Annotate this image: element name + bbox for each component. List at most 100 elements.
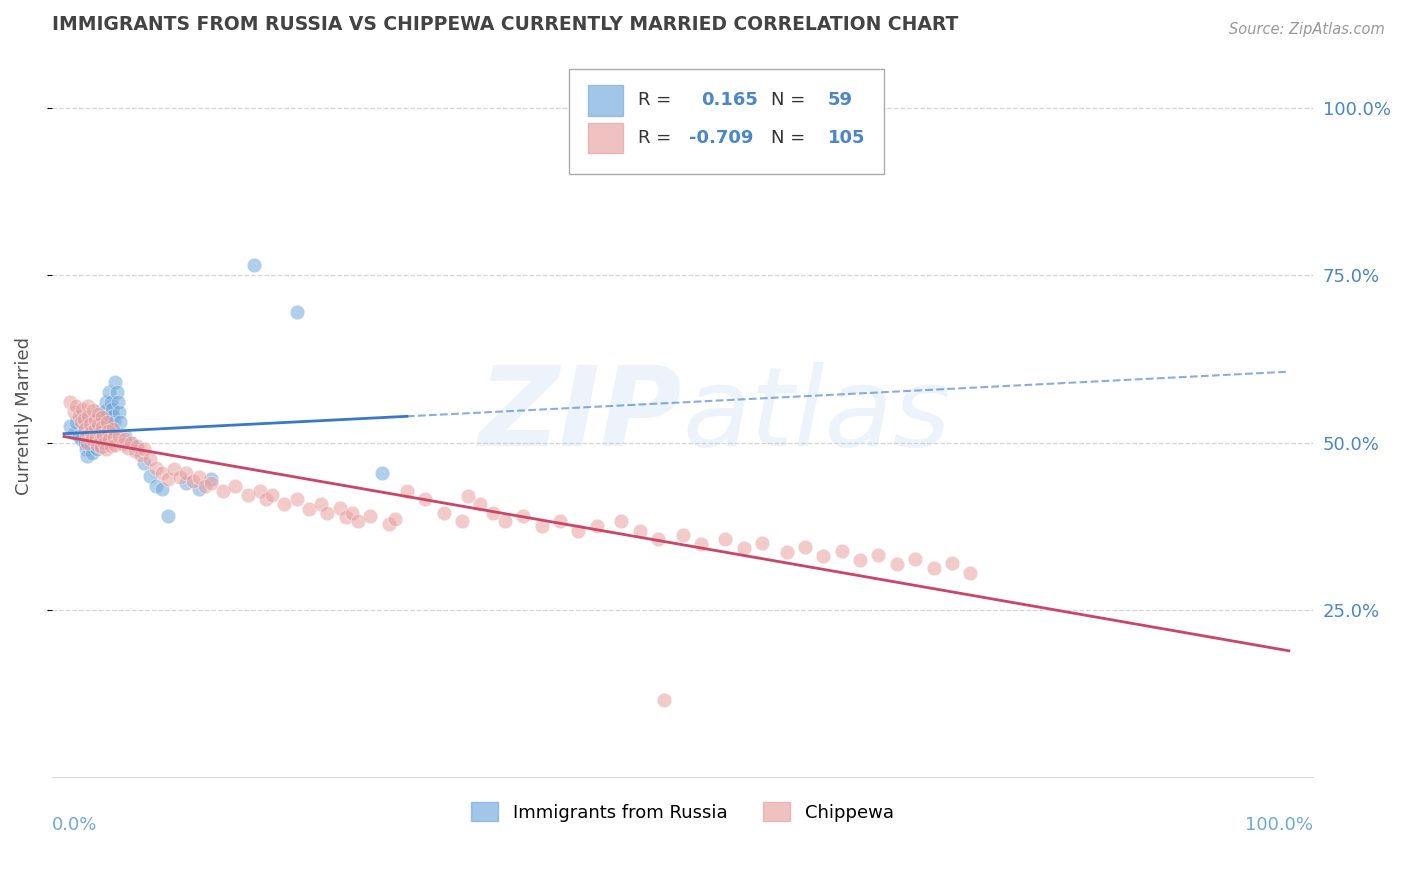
- Point: [249, 483, 271, 498]
- Point: [65, 399, 87, 413]
- Point: [70, 432, 93, 446]
- Point: [83, 422, 105, 436]
- Point: [94, 403, 117, 417]
- Point: [90, 439, 112, 453]
- Point: [794, 540, 817, 554]
- Point: [73, 435, 96, 450]
- Point: [114, 429, 136, 443]
- Point: [84, 435, 107, 450]
- Point: [100, 395, 122, 409]
- Point: [733, 541, 755, 555]
- Text: N =: N =: [770, 92, 806, 110]
- Point: [132, 456, 155, 470]
- Point: [84, 430, 107, 444]
- Point: [647, 533, 669, 547]
- Point: [200, 475, 222, 490]
- Point: [359, 509, 381, 524]
- Point: [451, 515, 474, 529]
- Point: [187, 470, 209, 484]
- Point: [689, 537, 711, 551]
- Point: [83, 413, 105, 427]
- Point: [157, 509, 180, 524]
- Point: [127, 439, 149, 453]
- Point: [254, 492, 277, 507]
- Point: [395, 483, 418, 498]
- Point: [285, 492, 308, 507]
- Point: [59, 418, 82, 433]
- Point: [285, 305, 308, 319]
- Point: [79, 432, 101, 446]
- Point: [90, 432, 112, 446]
- Point: [335, 510, 357, 524]
- FancyBboxPatch shape: [569, 70, 884, 174]
- Point: [59, 395, 82, 409]
- Point: [457, 489, 479, 503]
- Point: [76, 449, 98, 463]
- Point: [91, 409, 114, 423]
- Point: [72, 422, 94, 436]
- Point: [384, 512, 406, 526]
- Point: [94, 395, 117, 409]
- Point: [298, 502, 321, 516]
- Legend: Immigrants from Russia, Chippewa: Immigrants from Russia, Chippewa: [464, 795, 901, 829]
- Point: [72, 409, 94, 423]
- Point: [103, 416, 125, 430]
- Point: [150, 483, 173, 497]
- Point: [83, 422, 105, 436]
- Point: [163, 462, 186, 476]
- Point: [145, 479, 167, 493]
- Point: [243, 259, 266, 273]
- Point: [413, 492, 436, 507]
- Point: [831, 543, 853, 558]
- Text: 0.165: 0.165: [702, 92, 758, 110]
- Point: [567, 524, 589, 538]
- Point: [145, 461, 167, 475]
- Point: [87, 408, 110, 422]
- Point: [93, 435, 115, 450]
- Point: [96, 416, 118, 430]
- Point: [86, 442, 108, 457]
- Point: [194, 479, 217, 493]
- Point: [91, 427, 114, 442]
- Point: [67, 409, 90, 423]
- Point: [100, 402, 122, 417]
- Point: [181, 475, 204, 489]
- Point: [94, 442, 117, 457]
- Point: [76, 435, 98, 450]
- Point: [347, 515, 370, 529]
- Point: [150, 466, 173, 480]
- Point: [127, 442, 149, 457]
- Point: [98, 385, 121, 400]
- Point: [120, 435, 142, 450]
- Point: [775, 545, 797, 559]
- Point: [82, 416, 104, 430]
- Point: [652, 693, 675, 707]
- Point: [117, 441, 139, 455]
- Point: [87, 405, 110, 419]
- Point: [120, 435, 142, 450]
- Point: [329, 501, 352, 516]
- Point: [224, 479, 246, 493]
- Point: [77, 409, 100, 423]
- Bar: [588, 123, 623, 153]
- Text: Source: ZipAtlas.com: Source: ZipAtlas.com: [1229, 22, 1385, 37]
- Point: [82, 432, 104, 446]
- Point: [104, 376, 127, 390]
- Point: [70, 416, 93, 430]
- Point: [176, 475, 198, 490]
- Point: [610, 515, 633, 529]
- Point: [108, 405, 131, 419]
- Point: [93, 429, 115, 443]
- Point: [187, 483, 209, 497]
- Point: [340, 506, 363, 520]
- Point: [77, 399, 100, 413]
- Point: [169, 470, 191, 484]
- Point: [82, 445, 104, 459]
- Point: [132, 442, 155, 457]
- Point: [77, 425, 100, 440]
- Point: [212, 483, 235, 498]
- Point: [89, 425, 111, 439]
- Point: [91, 422, 114, 436]
- Point: [65, 416, 87, 430]
- Point: [75, 429, 97, 443]
